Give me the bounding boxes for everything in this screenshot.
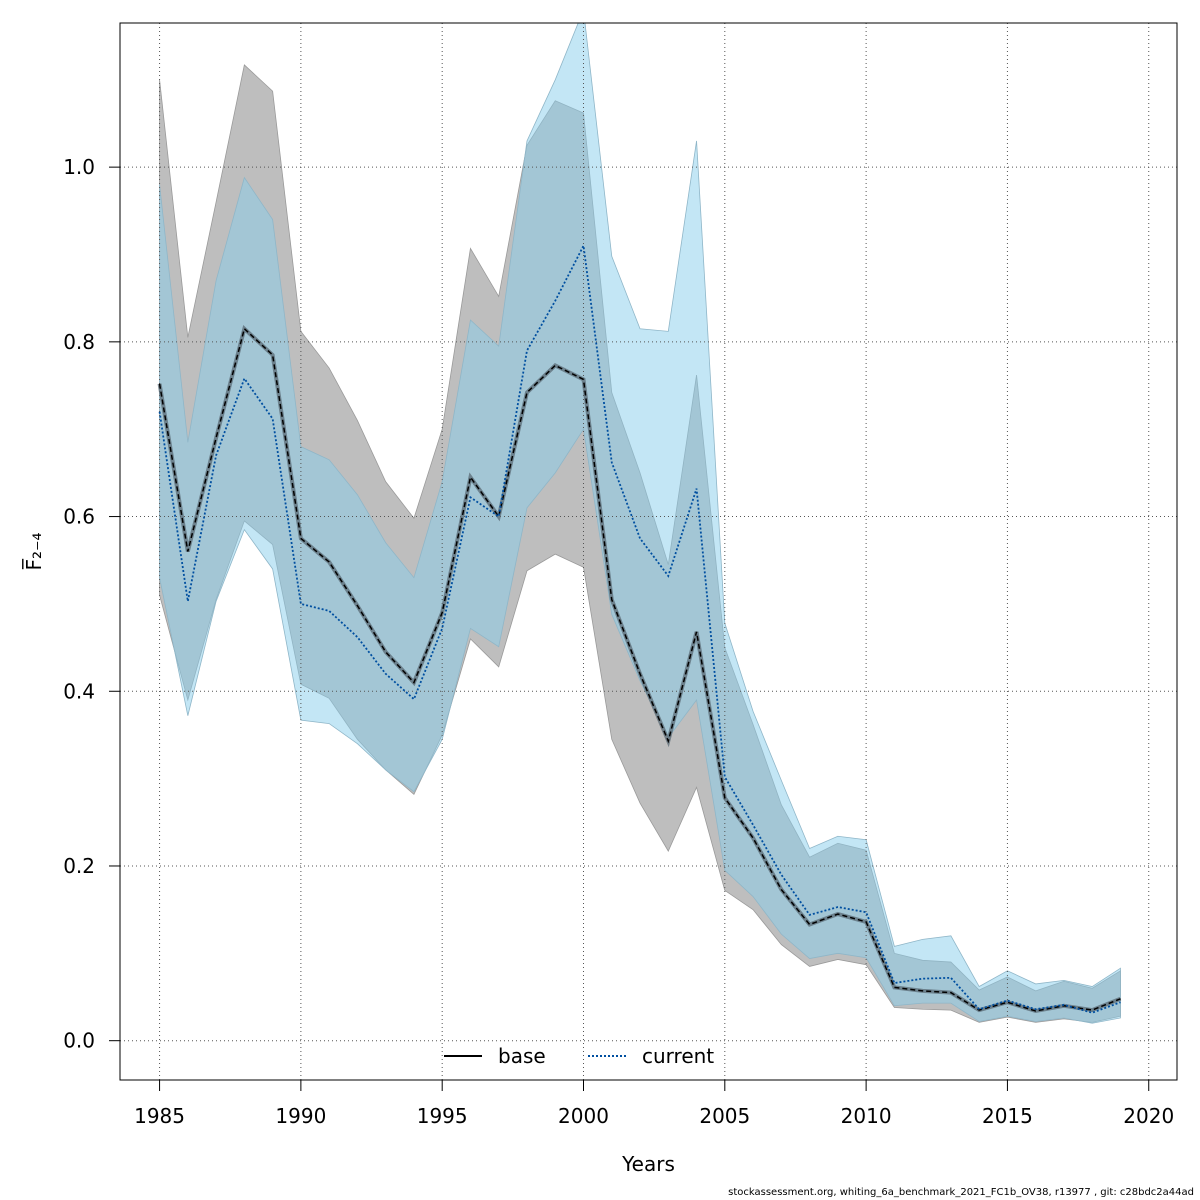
y-tick-label: 0.4 — [63, 679, 95, 703]
x-tick-label: 1985 — [134, 1104, 185, 1128]
ci-band-current — [159, 23, 1121, 1024]
legend-label-current: current — [642, 1044, 714, 1068]
y-tick-label: 0.2 — [63, 854, 95, 878]
confidence-bands — [159, 23, 1121, 1024]
y-axis-title: F̅₂₋₄ — [21, 532, 46, 570]
series-line-base — [158, 327, 1121, 1012]
footer-caption: stockassessment.org, whiting_6a_benchmar… — [728, 1187, 1194, 1198]
x-tick-label: 2015 — [982, 1104, 1033, 1128]
legend: base current — [444, 1044, 714, 1068]
legend-label-base: base — [498, 1044, 546, 1068]
x-tick-label: 1995 — [417, 1104, 468, 1128]
y-tick-label: 1.0 — [63, 155, 95, 179]
x-tick-label: 2000 — [558, 1104, 609, 1128]
x-tick-label: 1990 — [275, 1104, 326, 1128]
y-tick-label: 0.0 — [63, 1029, 95, 1053]
y-tick-label: 0.6 — [63, 505, 95, 529]
x-tick-label: 2010 — [841, 1104, 892, 1128]
x-axis-title: Years — [621, 1152, 675, 1176]
series-line-current — [158, 242, 1121, 1014]
y-tick-label: 0.8 — [63, 330, 95, 354]
series-lines — [157, 242, 1122, 1014]
x-tick-label: 2020 — [1123, 1104, 1174, 1128]
x-tick-label: 2005 — [699, 1104, 750, 1128]
axes: 1985 1990 1995 2000 2005 2010 2015 2020 0.0 0.2 0.… — [63, 155, 1174, 1128]
